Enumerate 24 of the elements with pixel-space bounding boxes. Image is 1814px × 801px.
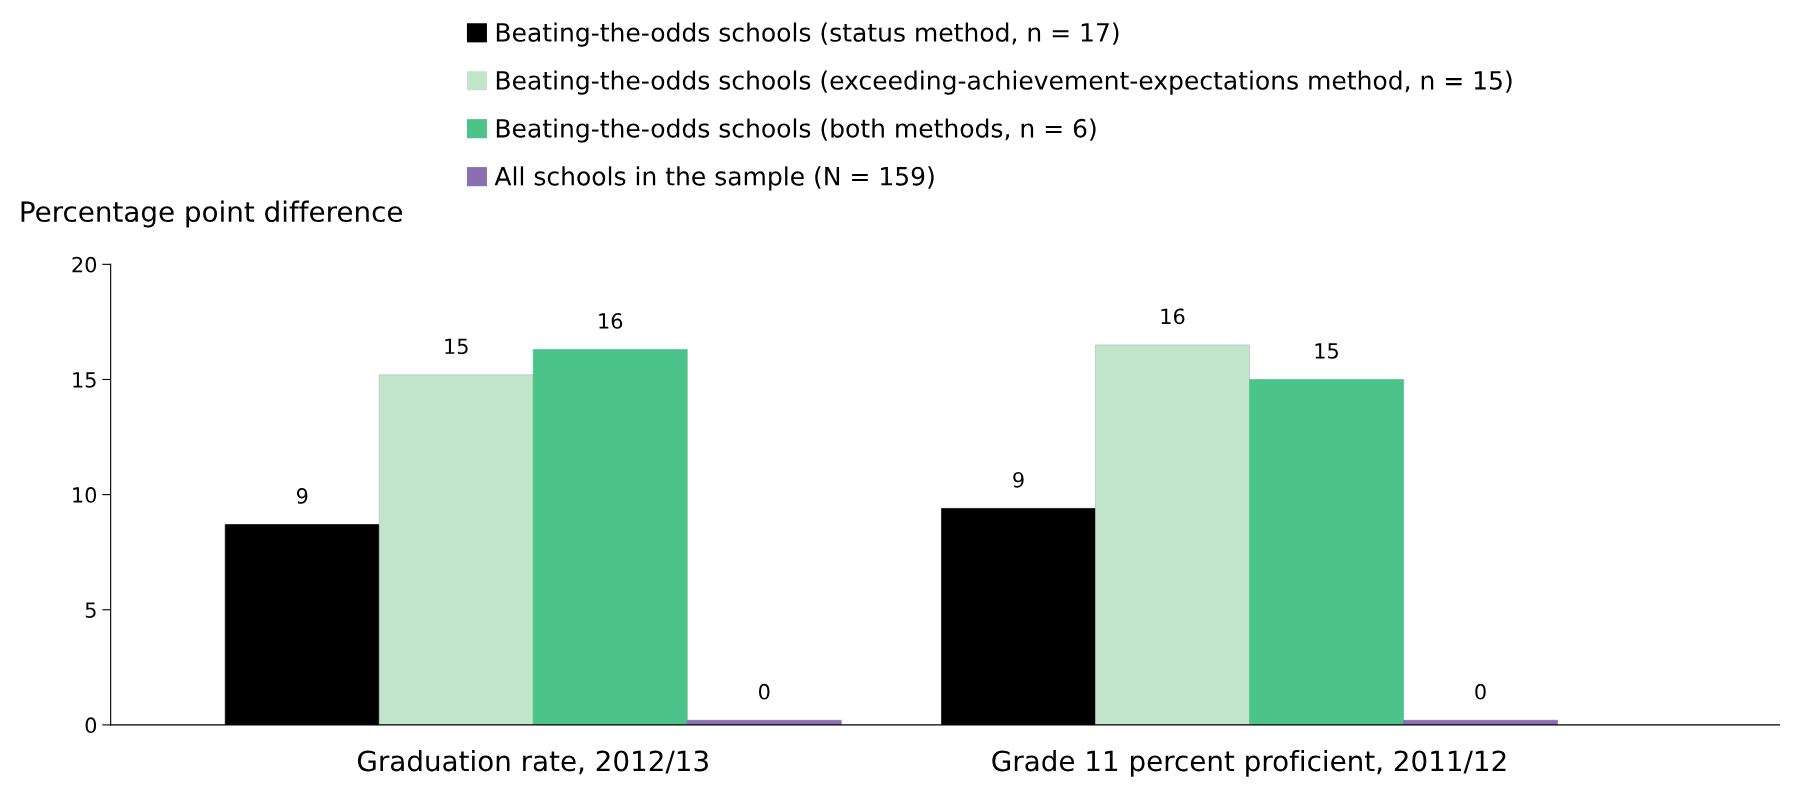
y-tick-label: 15 (73, 372, 96, 388)
data-label: 15 (445, 338, 468, 355)
y-tick-label: 0 (85, 717, 97, 734)
bar (378, 374, 534, 725)
bar (532, 349, 688, 725)
data-label: 0 (758, 683, 770, 700)
data-label: 16 (1161, 308, 1185, 325)
bar (1095, 344, 1250, 725)
data-label: 9 (296, 488, 308, 504)
y-axis-title: Percentage point difference (21, 200, 402, 228)
legend-label: Beating-the-odds schools (both methods, n = 6) (496, 118, 1096, 143)
legend-label: Beating-the-odds schools (status method, n = 17) (496, 22, 1119, 47)
legend-label: All schools in the sample (N = 159) (494, 166, 934, 191)
y-tick-label: 5 (85, 602, 96, 618)
y-tick-label: 20 (72, 256, 97, 273)
data-label: 16 (599, 313, 623, 329)
x-tick-label: Grade 11 percent proficient, 2011/12 (992, 749, 1506, 777)
data-label: 0 (1475, 683, 1486, 700)
legend-label: Beating-the-odds schools (exceeding-achievement-expectations method, n = 15) (496, 70, 1512, 95)
bar (1249, 379, 1404, 725)
data-label: 9 (1013, 471, 1024, 488)
x-tick-label: Graduation rate, 2012/13 (357, 749, 708, 775)
y-tick-label: 10 (73, 487, 97, 503)
data-label: 15 (1315, 343, 1338, 359)
